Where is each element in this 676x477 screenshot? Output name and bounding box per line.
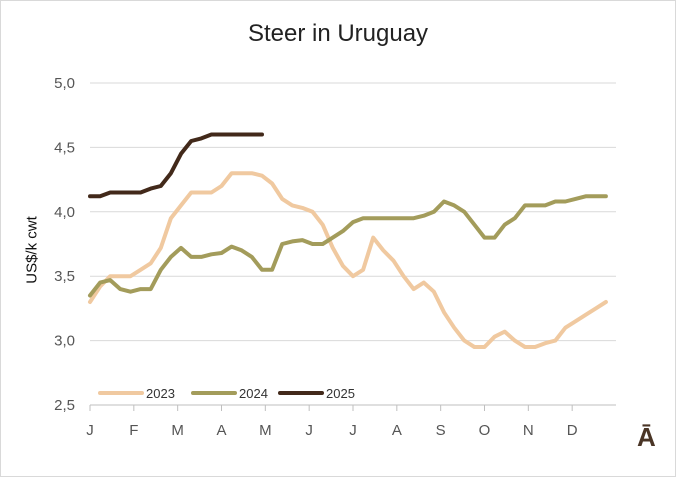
y-tick-label: 3,0 <box>54 333 75 350</box>
x-tick-label: M <box>171 422 184 439</box>
x-tick-label: J <box>349 422 357 439</box>
series-line-2023 <box>88 171 608 349</box>
chart-title: Steer in Uruguay <box>247 20 429 47</box>
x-tick-label: O <box>479 422 491 439</box>
x-tick-label: J <box>305 422 313 439</box>
y-tick-label: 4,5 <box>54 139 75 156</box>
x-tick-label: F <box>129 422 138 439</box>
y-tick-label: 5,0 <box>54 75 75 92</box>
y-tick-label: 2,5 <box>54 397 75 414</box>
x-tick-label: S <box>436 422 446 439</box>
x-tick-label: J <box>86 422 94 439</box>
y-tick-label: 4,0 <box>54 204 75 221</box>
legend-label-2024: 2024 <box>239 386 268 401</box>
legend-label-2023: 2023 <box>146 386 175 401</box>
x-tick-label: A <box>216 422 226 439</box>
y-tick-label: 3,5 <box>54 268 75 285</box>
brand-logo: Ā <box>637 422 656 452</box>
x-tick-label: M <box>259 422 272 439</box>
series-line-2025 <box>88 132 264 199</box>
legend-label-2025: 2025 <box>326 386 355 401</box>
x-tick-label: D <box>567 422 578 439</box>
series-line-2024 <box>88 194 608 298</box>
x-tick-label: N <box>523 422 534 439</box>
x-tick-label: A <box>392 422 402 439</box>
